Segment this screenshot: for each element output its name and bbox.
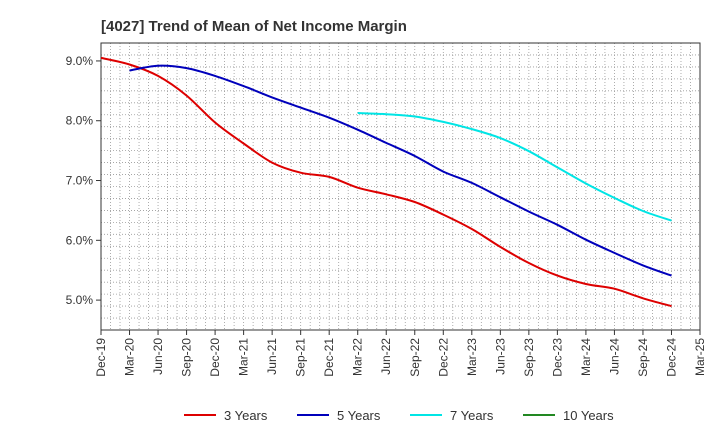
x-tick-label: Jun-21	[265, 338, 279, 375]
x-tick-label: Dec-24	[664, 338, 678, 377]
series-line-3-years	[100, 56, 672, 308]
x-tick-label: Dec-22	[436, 338, 450, 377]
series-line-5-years	[129, 64, 672, 277]
legend: 3 Years 5 Years 7 Years 10 Years	[184, 408, 614, 423]
x-tick-label: Jun-24	[607, 338, 621, 375]
legend-label-3-years: 3 Years	[224, 408, 268, 423]
y-tick-label: 9.0%	[66, 54, 94, 68]
y-tick-label: 8.0%	[66, 114, 94, 128]
x-tick-label: Sep-20	[180, 338, 194, 377]
legend-label-5-years: 5 Years	[337, 408, 381, 423]
y-axis: 5.0% 6.0% 7.0% 8.0% 9.0%	[66, 54, 101, 307]
x-tick-label: Sep-21	[294, 338, 308, 377]
y-tick-label: 7.0%	[66, 174, 94, 188]
legend-label-7-years: 7 Years	[450, 408, 494, 423]
chart-title: [4027] Trend of Mean of Net Income Margi…	[101, 18, 407, 35]
y-tick-label: 6.0%	[66, 233, 94, 247]
plot-border	[100, 42, 701, 331]
y-tick-label: 5.0%	[66, 293, 94, 307]
x-tick-label: Mar-20	[123, 338, 137, 376]
x-tick-label: Jun-23	[493, 338, 507, 375]
x-tick-label: Dec-23	[550, 338, 564, 377]
x-tick-label: Dec-19	[94, 338, 108, 377]
x-tick-label: Dec-21	[322, 338, 336, 377]
x-tick-label: Sep-23	[522, 338, 536, 377]
x-axis: Dec-19 Mar-20 Jun-20 Sep-20 Dec-20 Mar-21 Jun-…	[94, 330, 707, 377]
x-tick-label: Dec-20	[208, 338, 222, 377]
x-tick-label: Jun-22	[379, 338, 393, 375]
plot-area	[100, 42, 701, 331]
series-layer	[100, 56, 672, 308]
x-tick-label: Sep-24	[636, 338, 650, 377]
legend-label-10-years: 10 Years	[563, 408, 614, 423]
x-tick-label: Mar-23	[465, 338, 479, 376]
x-tick-label: Sep-22	[408, 338, 422, 377]
x-tick-label: Mar-25	[693, 338, 707, 376]
x-tick-label: Mar-22	[351, 338, 365, 376]
series-line-7-years	[357, 112, 672, 222]
x-tick-label: Jun-20	[151, 338, 165, 375]
x-tick-label: Mar-21	[237, 338, 251, 376]
x-tick-label: Mar-24	[579, 338, 593, 376]
